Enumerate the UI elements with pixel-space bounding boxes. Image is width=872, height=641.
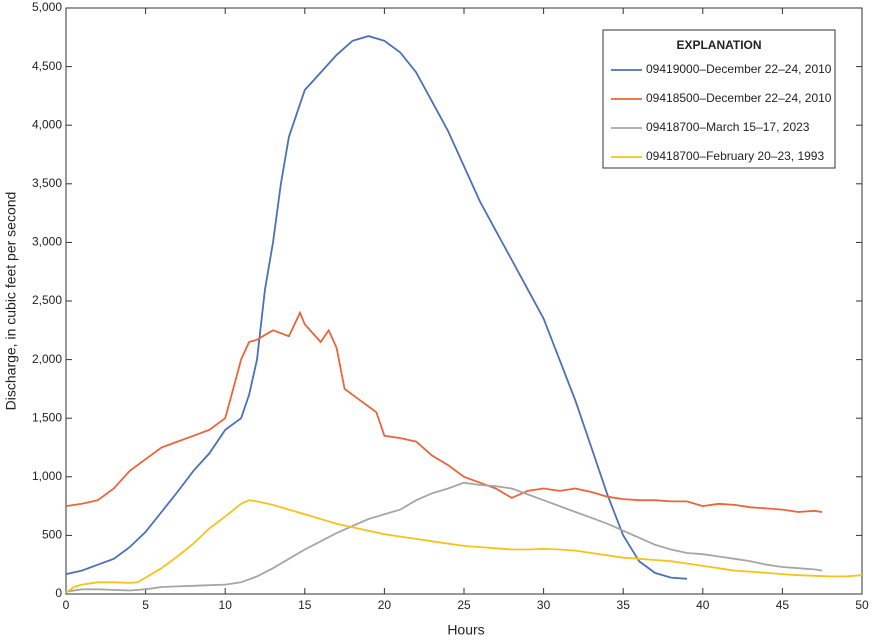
x-tick-label: 25 (457, 598, 471, 612)
y-tick-label: 3,000 (32, 235, 62, 249)
x-tick-label: 45 (776, 598, 790, 612)
series-line (65, 310, 823, 513)
x-tick-label: 10 (219, 598, 233, 612)
x-tick-label: 35 (617, 598, 631, 612)
x-tick-label: 0 (63, 598, 70, 612)
y-tick-label: 3,500 (32, 176, 62, 190)
y-tick-label: 2,500 (32, 293, 62, 307)
y-tick-label: 5,000 (32, 0, 62, 14)
y-tick-label: 1,500 (32, 410, 62, 424)
x-tick-label: 40 (696, 598, 710, 612)
y-tick-label: 500 (42, 528, 62, 542)
series-line (65, 481, 823, 593)
legend-title: EXPLANATION (676, 38, 761, 52)
x-tick-label: 20 (378, 598, 392, 612)
y-axis-label: Discharge, in cubic feet per second (3, 192, 19, 411)
x-tick-label: 50 (855, 598, 869, 612)
series-line (65, 499, 863, 594)
x-tick-label: 15 (298, 598, 312, 612)
x-tick-label: 30 (537, 598, 551, 612)
y-tick-label: 1,000 (32, 469, 62, 483)
y-tick-label: 0 (55, 586, 62, 600)
legend-label: 09418700–March 15–17, 2023 (646, 120, 810, 134)
x-axis-label: Hours (447, 622, 484, 638)
legend-label: 09418700–February 20–23, 1993 (646, 149, 824, 163)
y-tick-label: 4,000 (32, 117, 62, 131)
series-line (65, 35, 687, 580)
y-tick-label: 2,000 (32, 352, 62, 366)
legend-label: 09419000–December 22–24, 2010 (646, 62, 832, 76)
legend-label: 09418500–December 22–24, 2010 (646, 91, 832, 105)
y-tick-label: 4,500 (32, 59, 62, 73)
x-tick-label: 5 (142, 598, 149, 612)
